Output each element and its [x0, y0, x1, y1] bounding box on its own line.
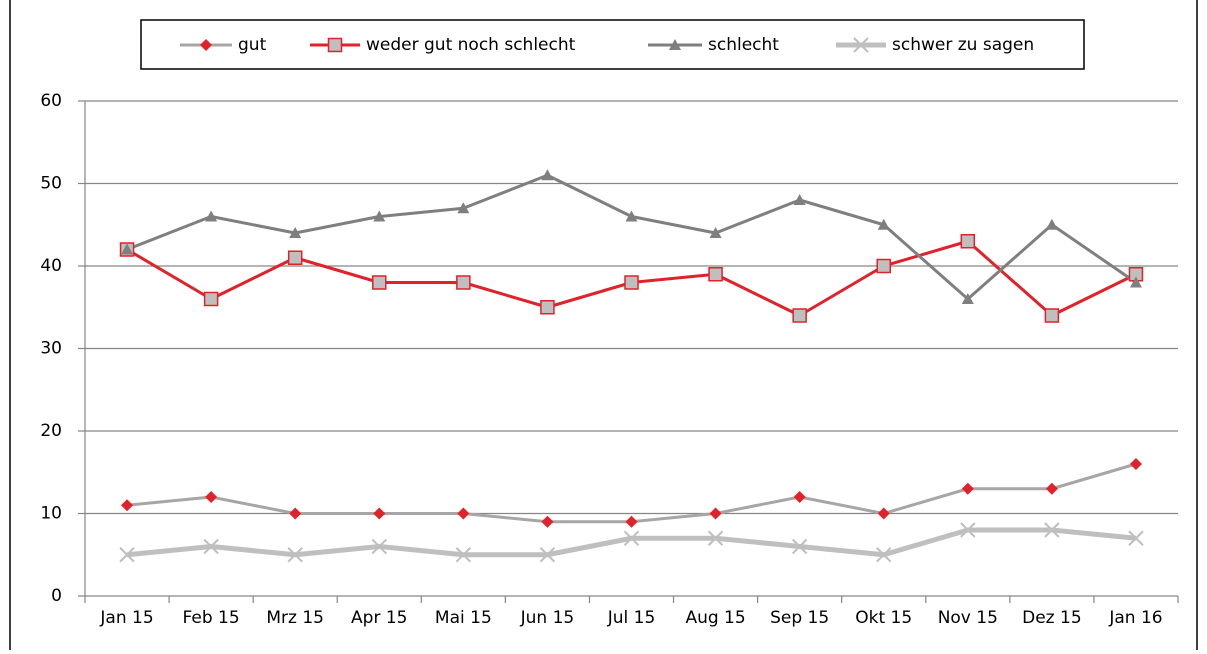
marker — [961, 293, 974, 304]
marker — [287, 250, 303, 265]
marker — [623, 530, 640, 546]
y-tick-label: 40 — [40, 256, 62, 276]
marker — [960, 234, 976, 249]
y-tick-label: 20 — [40, 421, 62, 441]
marker — [960, 522, 976, 538]
marker — [793, 491, 806, 503]
marker — [205, 491, 218, 503]
x-tick-label: Jan 15 — [99, 608, 153, 628]
marker — [793, 194, 806, 205]
marker — [203, 538, 219, 555]
marker — [1045, 218, 1058, 230]
y-tick-label: 10 — [40, 504, 62, 524]
marker — [541, 169, 554, 181]
x-tick-label: Dez 15 — [1022, 608, 1082, 628]
x-tick-label: Sep 15 — [770, 608, 829, 628]
legend-box — [140, 19, 1085, 70]
marker — [624, 275, 639, 290]
marker — [200, 39, 212, 51]
marker — [203, 291, 219, 307]
marker — [625, 515, 638, 528]
legend-label: weder gut noch schlecht — [366, 35, 576, 55]
marker — [708, 267, 723, 282]
marker — [540, 300, 555, 315]
chart-frame — [9, 0, 1198, 654]
marker — [287, 547, 303, 563]
legend-label: schwer zu sagen — [892, 35, 1034, 55]
marker — [457, 202, 470, 214]
marker — [792, 308, 807, 323]
y-tick-label: 0 — [51, 586, 62, 606]
marker — [709, 227, 722, 238]
x-tick-label: Apr 15 — [351, 608, 407, 628]
marker — [876, 258, 891, 274]
marker — [961, 482, 974, 495]
marker — [456, 275, 471, 290]
y-tick-label: 30 — [40, 339, 62, 359]
marker — [205, 210, 218, 222]
marker — [541, 515, 554, 528]
marker — [457, 507, 470, 520]
marker — [1045, 482, 1058, 495]
y-tick-label: 60 — [40, 91, 62, 111]
marker — [455, 547, 472, 563]
marker — [121, 499, 134, 512]
marker — [877, 218, 890, 230]
x-tick-label: Aug 15 — [685, 608, 745, 628]
legend-label: schlecht — [708, 35, 779, 55]
marker — [371, 538, 387, 555]
marker — [289, 507, 302, 520]
marker — [1129, 458, 1142, 470]
x-tick-label: Feb 15 — [183, 608, 240, 628]
marker — [373, 210, 386, 222]
x-tick-label: Mai 15 — [435, 608, 492, 628]
marker — [709, 507, 722, 520]
series-line — [126, 527, 1137, 558]
x-tick-label: Jun 15 — [520, 608, 575, 628]
marker — [877, 507, 890, 520]
x-tick-label: Jan 16 — [1108, 608, 1162, 628]
x-tick-label: Nov 15 — [938, 608, 998, 628]
marker — [791, 538, 808, 555]
marker — [372, 275, 387, 290]
legend-label: gut — [238, 35, 267, 55]
marker — [289, 227, 302, 238]
marker — [327, 37, 343, 53]
marker — [539, 547, 556, 563]
marker — [669, 39, 681, 50]
x-tick-label: Jul 15 — [607, 608, 656, 628]
marker — [1044, 522, 1060, 538]
marker — [625, 210, 638, 222]
marker — [1129, 276, 1142, 288]
y-tick-label: 50 — [40, 174, 62, 194]
marker — [373, 507, 386, 520]
marker — [121, 243, 134, 255]
x-tick-label: Okt 15 — [855, 608, 912, 628]
marker — [876, 547, 892, 563]
marker — [1044, 308, 1060, 323]
marker — [707, 530, 724, 546]
x-tick-label: Mrz 15 — [266, 608, 324, 628]
marker — [1128, 530, 1144, 546]
marker — [119, 547, 135, 563]
marker — [853, 37, 869, 53]
